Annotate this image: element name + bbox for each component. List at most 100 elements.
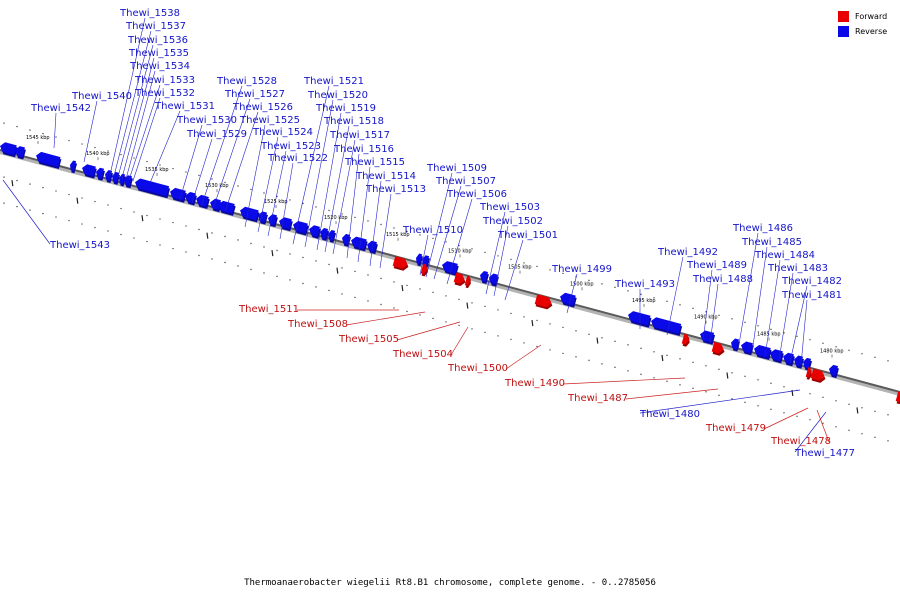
tick-dot <box>627 290 629 292</box>
tick-dot <box>484 331 486 334</box>
caption: Thermoanaerobacter wiegelii Rt8.B1 chrom… <box>244 578 656 588</box>
Thewi_1527-label: Thewi_1527 <box>224 89 285 100</box>
tick-dot <box>29 129 31 131</box>
tick-dot <box>835 400 837 402</box>
Thewi_1508-gene <box>420 263 428 277</box>
Thewi_1478-label: Thewi_1478 <box>770 436 831 447</box>
Thewi_1518-label: Thewi_1518 <box>323 116 384 127</box>
Thewi_1492-leader <box>666 256 684 336</box>
Thewi_1507-label: Thewi_1507 <box>435 176 496 187</box>
Thewi_1511-gene <box>392 256 409 271</box>
Thewi_1531-gene <box>135 178 171 199</box>
tick-dot <box>380 223 382 226</box>
tick-dot <box>172 167 174 170</box>
tick-dot <box>887 360 889 362</box>
tick-dot <box>393 281 395 283</box>
tick-dot <box>718 368 720 371</box>
Thewi_1517-label: Thewi_1517 <box>329 130 390 141</box>
legend-forward: Forward <box>838 9 887 24</box>
tick-dot <box>302 202 304 205</box>
kbp-label: 1540 kbp <box>86 151 110 157</box>
tick-dot <box>822 422 824 425</box>
tick-dot <box>549 349 551 351</box>
Thewi_1508-leader <box>345 311 426 326</box>
Thewi_1521-leader <box>292 85 330 245</box>
Thewi_1516-gene <box>351 236 368 252</box>
Thewi_1490-gene <box>681 333 690 347</box>
tick-dot <box>744 401 746 404</box>
tick-dot <box>471 302 473 304</box>
tick-dot <box>367 220 369 222</box>
Thewi_1521-gene <box>293 220 309 236</box>
tick-dot <box>523 316 525 318</box>
tick-dot <box>653 351 655 353</box>
Thewi_1504-label: Thewi_1504 <box>392 349 453 360</box>
Thewi_1492-label: Thewi_1492 <box>657 247 718 258</box>
tick-dot <box>224 261 226 264</box>
tick-dot <box>3 122 5 124</box>
Thewi_1490-label: Thewi_1490 <box>504 378 565 389</box>
Thewi_1493-gene <box>628 311 652 328</box>
tick-dot <box>276 249 278 252</box>
Thewi_1543-label: Thewi_1543 <box>49 240 110 251</box>
Thewi_1514-gene <box>416 253 424 267</box>
tick-dot <box>419 314 421 316</box>
Thewi_1516-label: Thewi_1516 <box>333 144 394 155</box>
tick-dot <box>445 241 447 243</box>
kbp-label: 1530 kbp <box>205 183 229 189</box>
Thewi_1499-leader <box>566 273 578 314</box>
tick-dot <box>3 176 5 178</box>
Thewi_1507-leader <box>433 185 462 280</box>
tick-dot <box>497 255 499 257</box>
tick-mark <box>141 215 144 222</box>
Thewi_1518-gene <box>328 229 337 243</box>
Thewi_1523-leader <box>267 150 287 237</box>
tick-dot <box>107 204 109 206</box>
tick-dot <box>250 268 252 271</box>
kbp-label: 1515 kbp <box>386 232 410 238</box>
tick-dot <box>315 260 317 262</box>
tick-dot <box>289 279 291 281</box>
tick-dot <box>731 372 733 374</box>
Thewi_1484-leader <box>764 259 781 357</box>
Thewi_1484-label: Thewi_1484 <box>754 250 815 261</box>
tick-dot <box>666 300 668 303</box>
tick-dot <box>94 200 96 203</box>
Thewi_1500-label: Thewi_1500 <box>447 363 508 374</box>
tick-dot <box>627 370 629 372</box>
Thewi_1506-label: Thewi_1506 <box>446 189 507 200</box>
tick-dot <box>419 234 421 236</box>
Thewi_1479-gene <box>805 367 812 380</box>
Thewi_1477-leader <box>794 411 827 453</box>
Thewi_1513-label: Thewi_1513 <box>365 184 426 195</box>
tick-dot <box>133 237 135 239</box>
reverse-label: Reverse <box>855 27 888 36</box>
Thewi_1533-leader <box>128 84 161 181</box>
tick-dot <box>81 223 83 225</box>
Thewi_1538-leader <box>109 17 146 176</box>
Thewi_1478-gene <box>810 368 826 383</box>
tick-dot <box>16 125 18 128</box>
tick-dot <box>354 216 356 219</box>
Thewi_1518-leader <box>324 125 350 253</box>
Thewi_1534-label: Thewi_1534 <box>129 61 190 72</box>
tick-dot <box>406 284 408 287</box>
Thewi_1536-label: Thewi_1536 <box>127 35 188 46</box>
Thewi_1526-leader <box>224 111 259 213</box>
tick-dot <box>393 307 395 309</box>
tick-dot <box>146 240 148 243</box>
tick-dot <box>185 251 187 253</box>
tick-dot <box>315 206 317 208</box>
Thewi_1535-label: Thewi_1535 <box>128 48 189 59</box>
tick-dot <box>367 300 369 302</box>
tick-dot <box>549 323 551 325</box>
Thewi_1530-gene <box>170 187 187 203</box>
tick-dot <box>692 387 694 390</box>
Thewi_1529-leader <box>191 138 213 204</box>
tick-dot <box>198 254 200 257</box>
Thewi_1510-gene <box>442 261 459 276</box>
tick-dot <box>146 214 148 217</box>
tick-dot <box>614 340 616 343</box>
tick-dot <box>81 197 83 199</box>
